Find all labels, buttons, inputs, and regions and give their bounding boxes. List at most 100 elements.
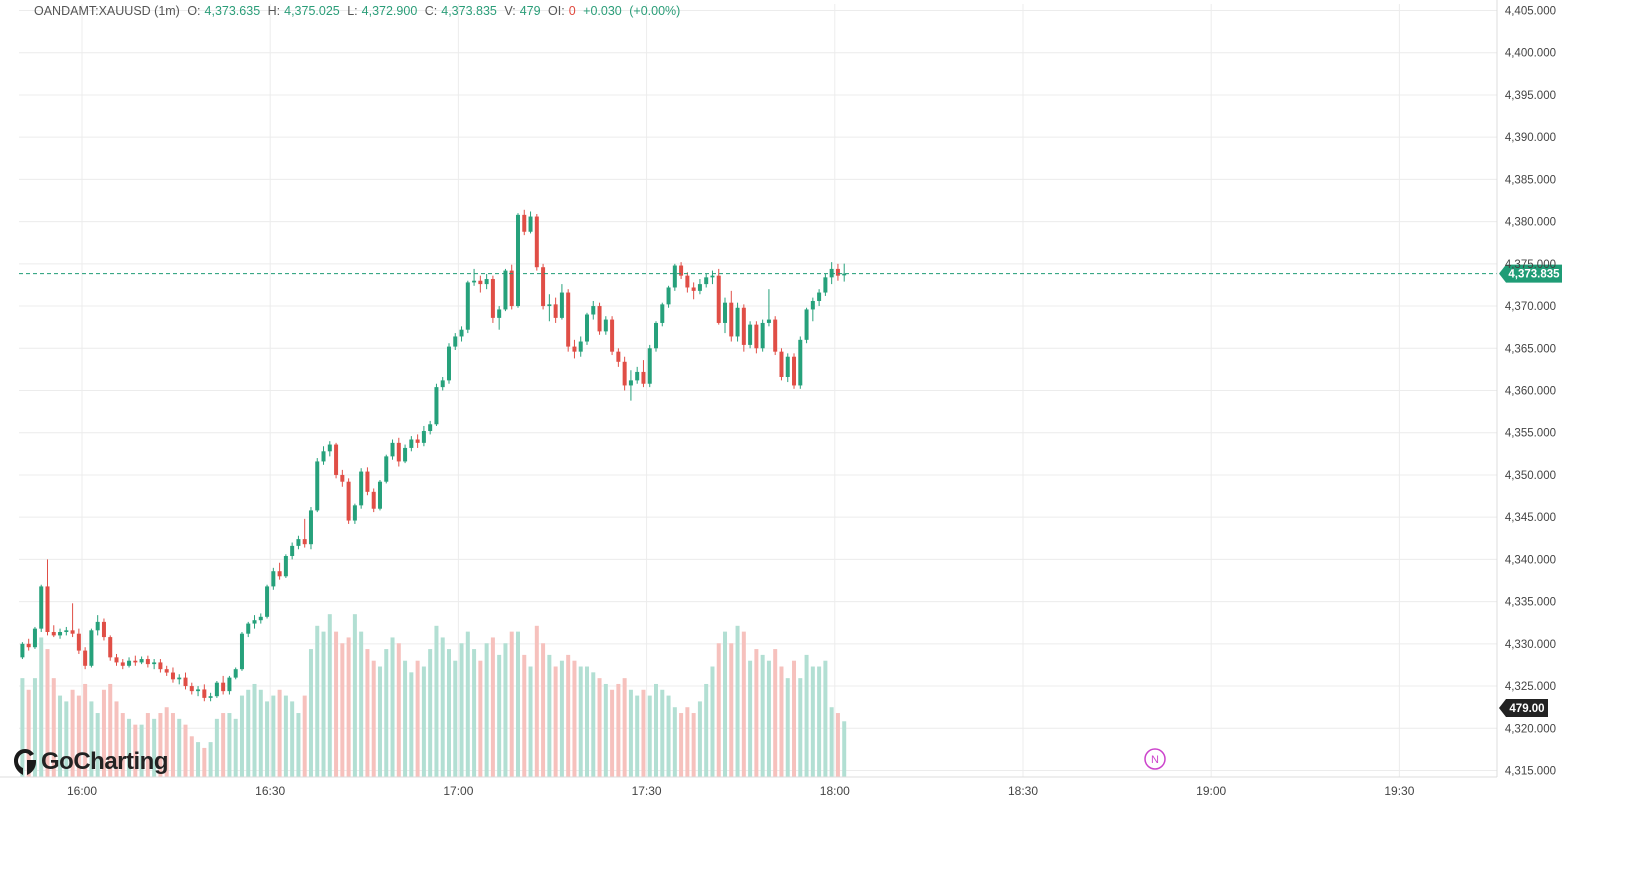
candle-body[interactable] (127, 660, 132, 666)
candle-body[interactable] (139, 659, 144, 663)
candle-body[interactable] (170, 672, 175, 680)
candle-body[interactable] (258, 616, 263, 621)
candle-body[interactable] (227, 677, 232, 692)
candle-body[interactable] (64, 630, 69, 633)
candle-body[interactable] (723, 302, 728, 323)
candle-body[interactable] (509, 270, 514, 307)
candle-body[interactable] (585, 314, 590, 342)
candle-body[interactable] (327, 444, 332, 452)
candle-body[interactable] (114, 657, 119, 663)
candle-body[interactable] (472, 280, 477, 283)
candle-body[interactable] (352, 505, 357, 521)
candle-body[interactable] (365, 471, 370, 492)
candle-body[interactable] (334, 444, 339, 475)
candle-body[interactable] (528, 216, 533, 232)
candle-body[interactable] (133, 660, 138, 663)
candle-body[interactable] (842, 273, 847, 276)
candle-body[interactable] (729, 302, 734, 337)
candle-body[interactable] (503, 270, 508, 310)
candle-body[interactable] (497, 309, 502, 318)
candle-body[interactable] (804, 309, 809, 340)
candle-body[interactable] (384, 456, 389, 482)
candle-body[interactable] (622, 361, 627, 386)
candle-body[interactable] (164, 669, 169, 673)
candle-body[interactable] (296, 539, 301, 546)
candle-body[interactable] (89, 630, 94, 666)
candle-body[interactable] (591, 306, 596, 315)
candle-body[interactable] (628, 380, 633, 386)
candle-body[interactable] (321, 451, 326, 462)
candle-body[interactable] (616, 351, 621, 362)
candle-body[interactable] (446, 346, 451, 381)
candle-body[interactable] (346, 481, 351, 521)
candle-body[interactable] (183, 677, 188, 687)
candle-body[interactable] (823, 277, 828, 293)
candle-body[interactable] (610, 319, 615, 352)
candle-body[interactable] (559, 292, 564, 318)
candle-body[interactable] (685, 275, 690, 288)
candle-body[interactable] (208, 696, 213, 698)
candle-body[interactable] (308, 510, 313, 545)
candle-body[interactable] (597, 306, 602, 332)
candle-body[interactable] (32, 628, 37, 648)
candle-body[interactable] (403, 447, 408, 462)
candle-body[interactable] (434, 387, 439, 425)
candle-body[interactable] (547, 304, 552, 307)
candle-body[interactable] (603, 319, 608, 332)
candle-body[interactable] (108, 637, 113, 658)
candle-body[interactable] (196, 689, 201, 692)
candle-body[interactable] (672, 265, 677, 288)
candle-body[interactable] (522, 214, 527, 232)
candle-body[interactable] (283, 556, 288, 577)
candle-body[interactable] (221, 682, 226, 692)
candle-body[interactable] (377, 481, 382, 509)
candle-body[interactable] (246, 623, 251, 634)
candle-body[interactable] (465, 282, 470, 330)
candle-body[interactable] (578, 341, 583, 352)
candle-body[interactable] (785, 356, 790, 377)
candle-body[interactable] (835, 268, 840, 276)
candle-body[interactable] (440, 380, 445, 388)
candle-body[interactable] (566, 292, 571, 347)
candle-body[interactable] (704, 277, 709, 285)
candle-body[interactable] (39, 586, 44, 629)
news-marker-icon[interactable] (1144, 748, 1166, 770)
candle-body[interactable] (654, 322, 659, 349)
candle-body[interactable] (829, 268, 834, 278)
candle-body[interactable] (635, 371, 640, 381)
candle-body[interactable] (490, 279, 495, 318)
candle-body[interactable] (277, 571, 282, 577)
candle-body[interactable] (810, 300, 815, 310)
candle-body[interactable] (741, 307, 746, 345)
candle-body[interactable] (553, 304, 558, 318)
candle-body[interactable] (145, 659, 150, 665)
candle-body[interactable] (773, 319, 778, 352)
candle-body[interactable] (26, 643, 31, 648)
candle-body[interactable] (647, 348, 652, 384)
candle-body[interactable] (748, 324, 753, 345)
candle-body[interactable] (534, 216, 539, 268)
candle-body[interactable] (817, 292, 822, 301)
candle-body[interactable] (515, 214, 520, 307)
candle-body[interactable] (158, 662, 163, 670)
candle-body[interactable] (572, 346, 577, 352)
candle-body[interactable] (252, 620, 257, 624)
candle-body[interactable] (152, 662, 157, 665)
candle-body[interactable] (710, 275, 715, 278)
candle-body[interactable] (265, 586, 270, 617)
candle-body[interactable] (453, 336, 458, 347)
candle-body[interactable] (691, 287, 696, 291)
candle-body[interactable] (660, 304, 665, 323)
candle-body[interactable] (428, 424, 433, 432)
candle-body[interactable] (679, 265, 684, 276)
candle-body[interactable] (95, 621, 100, 631)
candle-body[interactable] (70, 630, 75, 634)
candle-body[interactable] (459, 329, 464, 337)
candle-body[interactable] (239, 633, 244, 670)
candle-body[interactable] (290, 545, 295, 557)
candle-body[interactable] (766, 319, 771, 323)
candle-body[interactable] (409, 439, 414, 448)
candle-body[interactable] (76, 633, 81, 651)
candle-body[interactable] (271, 571, 276, 587)
candle-body[interactable] (45, 586, 50, 633)
